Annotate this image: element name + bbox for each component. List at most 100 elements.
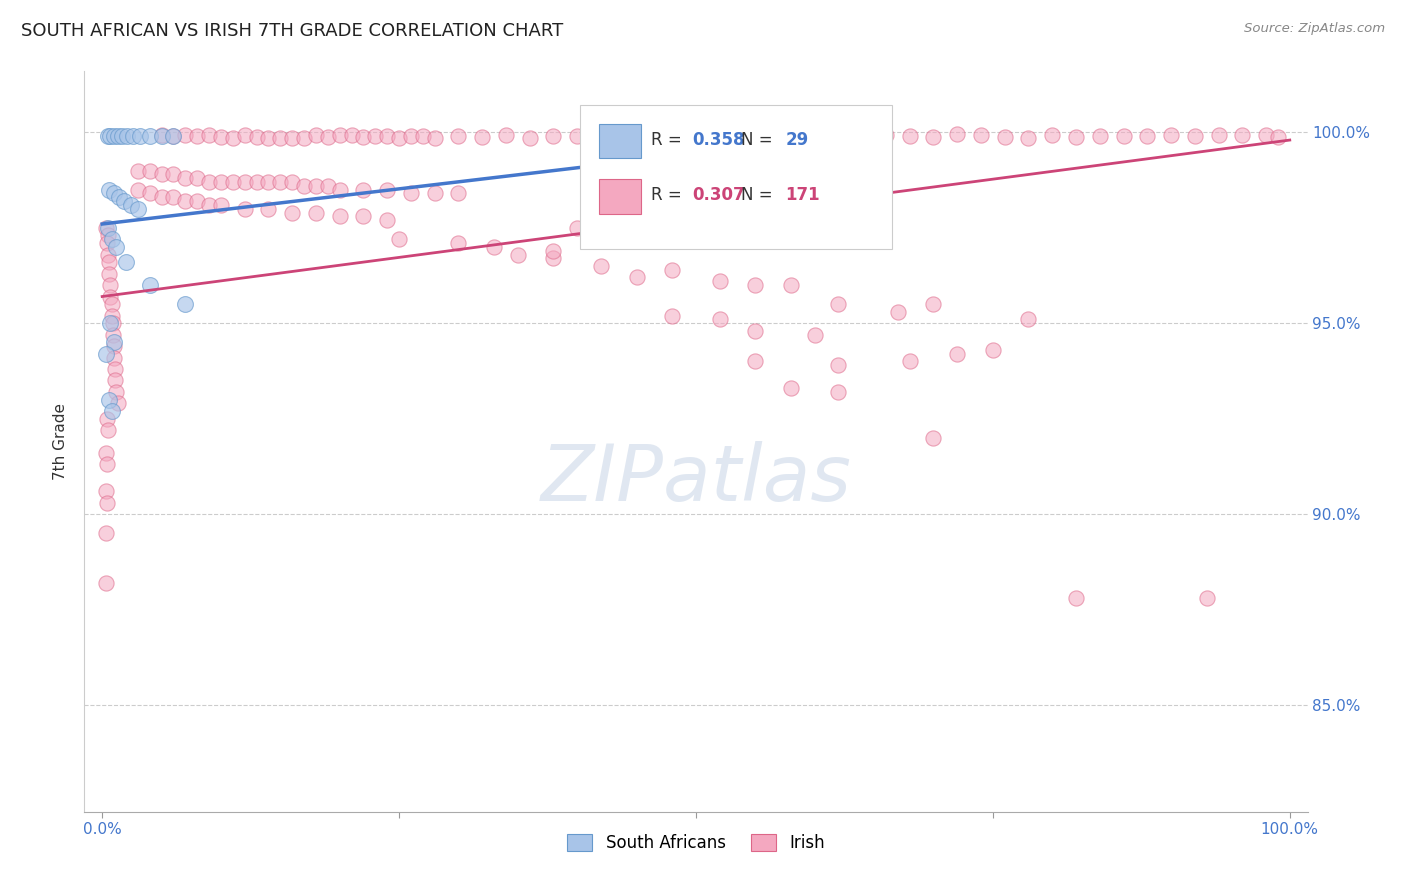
Point xyxy=(104,374,127,388)
Point xyxy=(1232,130,1254,145)
Point xyxy=(122,129,145,144)
Point xyxy=(709,128,731,142)
Point xyxy=(209,128,232,143)
Point xyxy=(150,190,173,204)
Legend: South Africans, Irish: South Africans, Irish xyxy=(561,828,831,859)
Point xyxy=(209,175,232,189)
Point xyxy=(174,194,197,208)
Y-axis label: 7th Grade: 7th Grade xyxy=(53,403,69,480)
Point xyxy=(305,178,328,193)
Point xyxy=(186,128,208,143)
Point xyxy=(495,128,517,143)
Point xyxy=(744,278,766,293)
Point xyxy=(120,198,142,212)
Point xyxy=(101,327,124,342)
Point xyxy=(98,267,121,281)
Point xyxy=(685,129,707,144)
Point xyxy=(100,309,122,323)
Point xyxy=(103,129,125,144)
Point xyxy=(1208,129,1230,144)
Point xyxy=(94,220,117,235)
Point xyxy=(150,129,173,144)
Point xyxy=(827,130,849,145)
Point xyxy=(98,255,121,269)
Point xyxy=(97,247,120,261)
Point xyxy=(744,324,766,338)
Point xyxy=(115,255,138,269)
Point xyxy=(174,297,197,311)
Point xyxy=(637,128,659,142)
Point xyxy=(589,225,612,239)
Point xyxy=(101,316,124,330)
Point xyxy=(329,128,352,143)
Point xyxy=(150,131,173,145)
Point xyxy=(375,183,398,197)
Point xyxy=(174,171,197,186)
Point xyxy=(399,186,422,201)
Point xyxy=(447,236,470,251)
Point xyxy=(922,297,945,311)
Point xyxy=(127,163,149,178)
Text: 29: 29 xyxy=(786,131,808,149)
Point xyxy=(127,202,149,216)
Point xyxy=(1254,128,1277,143)
Point xyxy=(447,128,470,143)
Point xyxy=(316,178,339,193)
Point xyxy=(100,316,122,330)
Point xyxy=(103,186,125,201)
Text: SOUTH AFRICAN VS IRISH 7TH GRADE CORRELATION CHART: SOUTH AFRICAN VS IRISH 7TH GRADE CORRELA… xyxy=(21,22,564,40)
Text: 0.358: 0.358 xyxy=(692,131,745,149)
Point xyxy=(1018,128,1040,143)
Point xyxy=(129,129,152,144)
FancyBboxPatch shape xyxy=(599,124,641,158)
Point xyxy=(107,129,129,144)
Point xyxy=(1088,130,1111,145)
Point xyxy=(423,128,446,142)
Point xyxy=(1184,128,1206,142)
Point xyxy=(1040,128,1063,143)
Point xyxy=(96,411,118,425)
Point xyxy=(233,128,256,142)
Point xyxy=(257,202,280,216)
Point xyxy=(994,128,1017,142)
Point xyxy=(626,270,648,285)
Point xyxy=(471,130,494,145)
Point xyxy=(198,131,221,145)
Point xyxy=(946,129,969,144)
Point xyxy=(97,228,120,243)
Point xyxy=(981,343,1004,357)
Point xyxy=(257,129,280,144)
Point xyxy=(661,262,683,277)
Point xyxy=(316,129,339,144)
Point xyxy=(222,130,245,145)
Point xyxy=(827,297,849,311)
Point xyxy=(94,575,117,590)
Point xyxy=(1112,128,1135,142)
Point xyxy=(543,252,565,266)
Point xyxy=(281,175,304,189)
Point xyxy=(292,178,315,193)
Point xyxy=(922,431,945,445)
Point xyxy=(375,128,398,143)
Point xyxy=(111,129,134,144)
Point xyxy=(898,131,921,145)
Point xyxy=(233,202,256,216)
Point xyxy=(138,186,160,201)
Point xyxy=(269,130,291,145)
Point xyxy=(269,175,291,189)
Point xyxy=(388,232,411,246)
Point xyxy=(589,259,612,273)
FancyBboxPatch shape xyxy=(599,179,641,213)
Point xyxy=(103,335,125,350)
Point xyxy=(162,168,184,182)
Point xyxy=(257,175,280,189)
Point xyxy=(506,247,529,261)
Point xyxy=(281,128,304,142)
Point xyxy=(100,404,122,418)
Point xyxy=(375,213,398,227)
Point xyxy=(567,130,589,145)
Text: R =: R = xyxy=(651,131,686,149)
Point xyxy=(1136,128,1159,142)
Point xyxy=(103,351,125,365)
Point xyxy=(96,495,118,509)
